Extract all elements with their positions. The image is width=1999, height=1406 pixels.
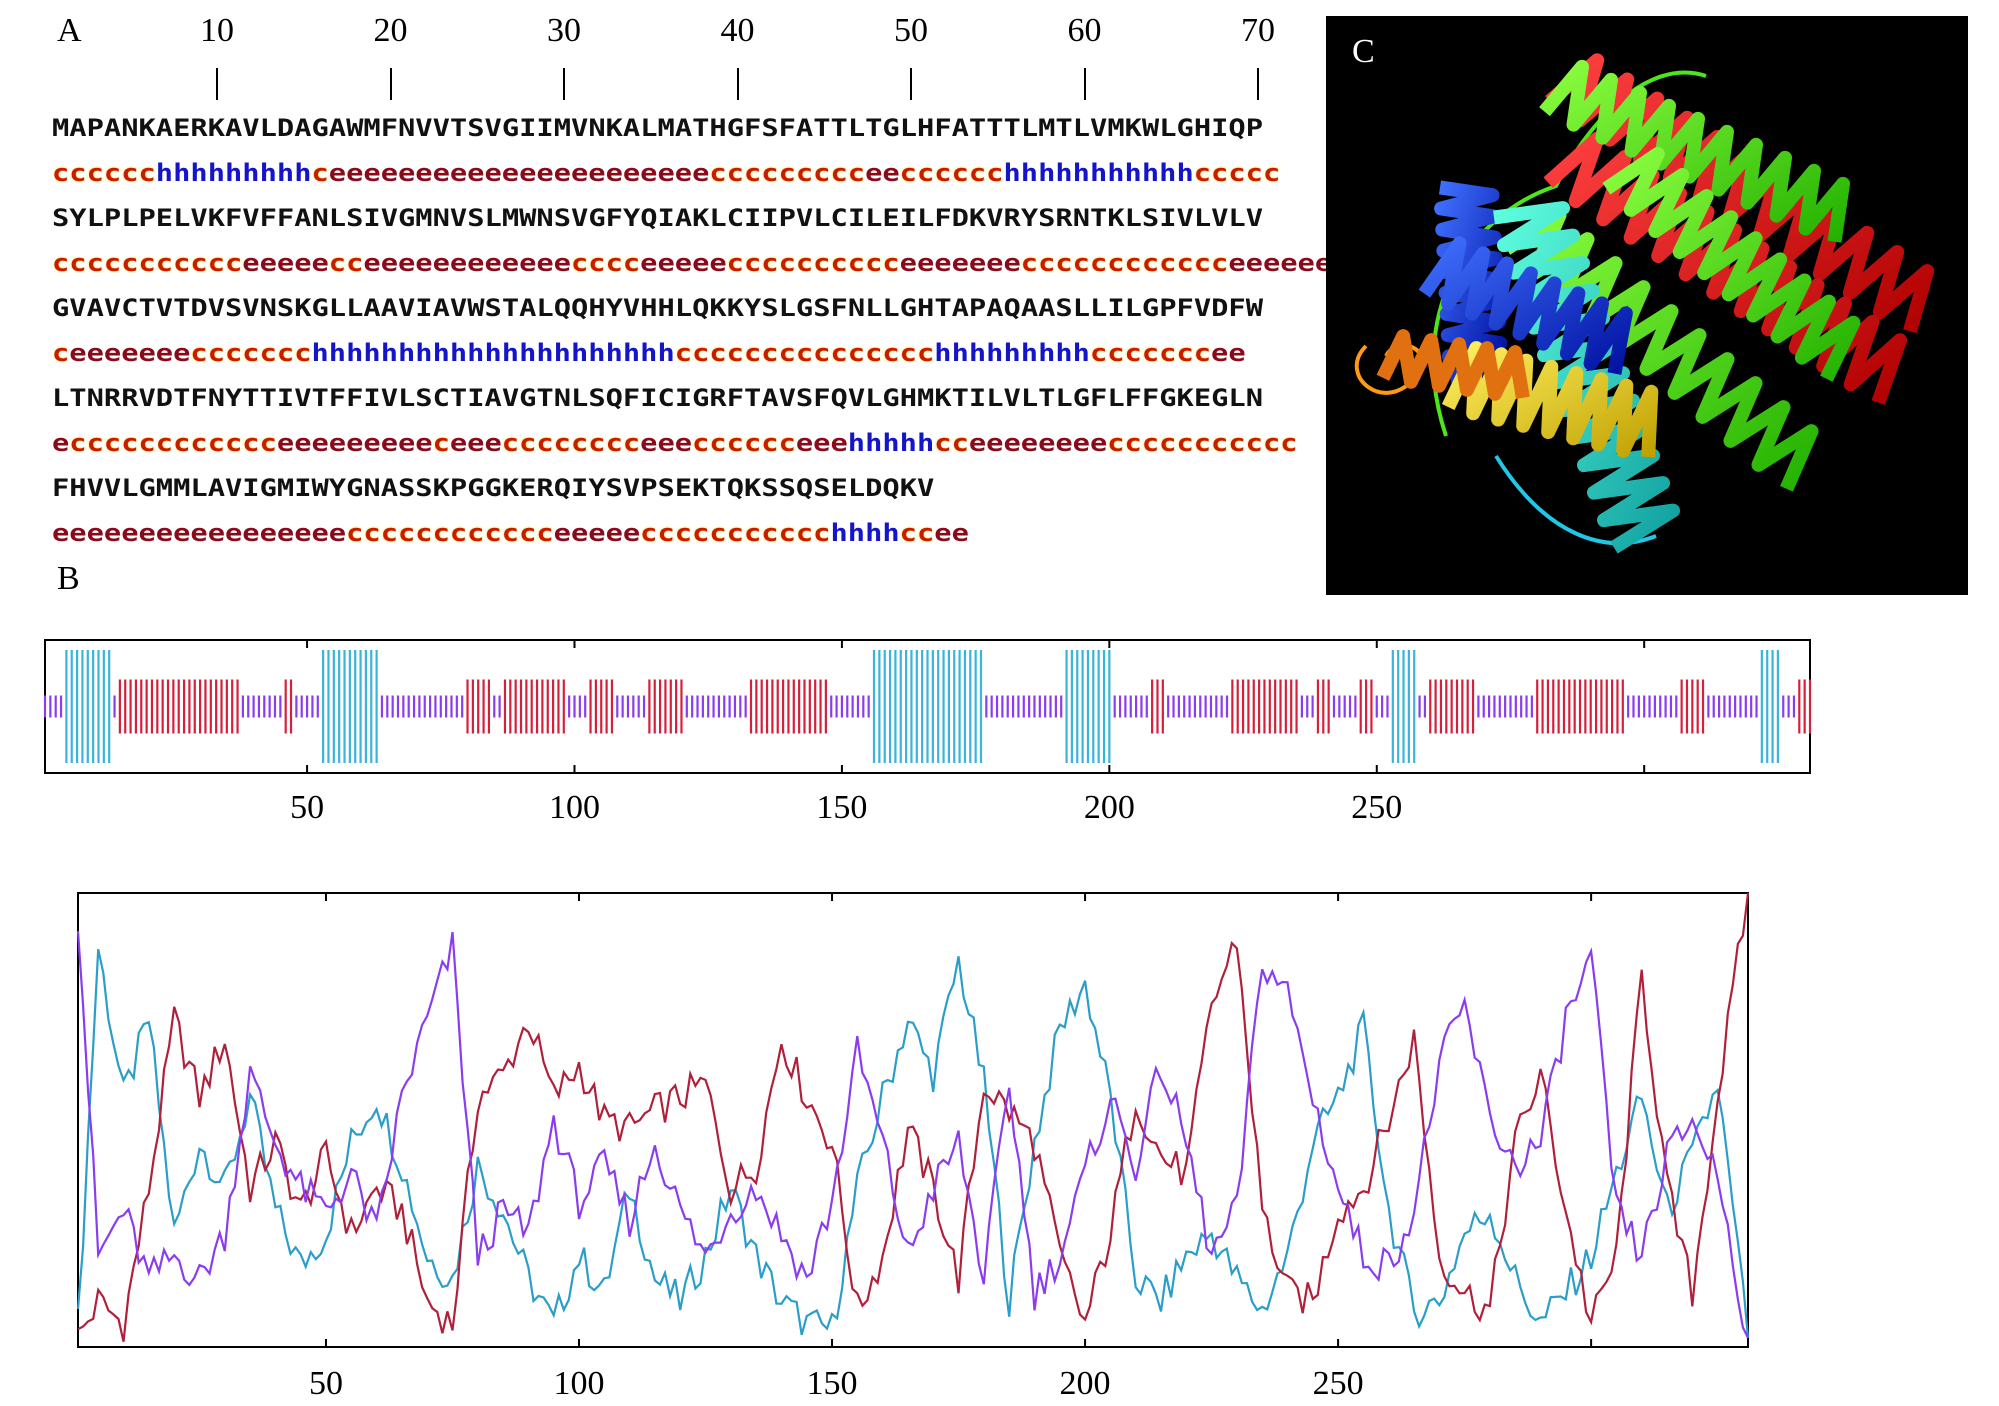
bar-track-tick-label: 150 — [816, 789, 867, 826]
probability-series-line — [76, 948, 1750, 1338]
panel-label-a: A — [57, 12, 82, 49]
ruler-tick — [216, 68, 218, 100]
secondary-structure-row: ceeeeeeeccccccchhhhhhhhhhhhhhhhhhhhhcccc… — [52, 338, 1246, 367]
helix-ribbon — [1376, 329, 1530, 401]
ruler-tick — [1083, 68, 1086, 100]
ruler-tick — [910, 68, 912, 100]
ruler-tick — [1257, 68, 1259, 100]
ruler-label: 30 — [547, 12, 581, 49]
sequence-row: LTNRRVDTFNYTTIVTFFIVLSCTIAVGTNLSQFICIGRF… — [52, 383, 1264, 412]
secondary-structure-row: eeeeeeeeeeeeeeeeecccccccccccceeeeecccccc… — [52, 518, 969, 547]
line-plot-tick-label: 200 — [1060, 1365, 1111, 1402]
bar-track-tick-label: 100 — [549, 789, 600, 826]
line-plot-tick-label: 50 — [309, 1365, 343, 1402]
sequence-row: FHVVLGMMLAVIGMIWYGNASSKPGGKERQIYSVPSEKTQ… — [52, 473, 935, 502]
ruler-label: 70 — [1241, 12, 1275, 49]
ruler-tick — [389, 68, 392, 100]
helix-ribbon — [1543, 131, 1907, 405]
ruler-label: 20 — [373, 12, 408, 49]
secondary-structure-row: cccccchhhhhhhhhceeeeeeeeeeeeeeeeeeeeeecc… — [52, 158, 1281, 187]
ruler-label: 60 — [1067, 12, 1102, 49]
ruler-tick — [736, 68, 739, 100]
bar-track-tick-label: 50 — [290, 789, 324, 826]
line-plot-tick-label: 250 — [1313, 1365, 1364, 1402]
secondary-structure-row: ecccccccccccceeeeeeeeeceeecccccccceeeccc… — [52, 428, 1298, 457]
sequence-ruler: 10 20 30 40 50 60 70 — [0, 12, 1300, 102]
ruler-label: 10 — [200, 12, 234, 49]
helix-ribbon — [1602, 146, 1861, 382]
loop-ribbon — [1494, 454, 1657, 546]
helix-ribbon — [1418, 236, 1633, 375]
ruler-label: 40 — [720, 12, 755, 49]
protein-structure-panel: C — [1326, 16, 1968, 595]
sequence-row: MAPANKAERKAVLDAGAWMFNVVTSVGIIMVNKALMATHG… — [52, 113, 1264, 142]
sequence-row: SYLPLPELVKFVFFANLSIVGMNVSLMWNSVGFYQIAKLC… — [52, 203, 1264, 232]
probability-series-line — [76, 931, 1749, 1339]
protein-ribbon-image: C — [1352, 33, 1935, 554]
line-plot-frame — [77, 892, 1749, 1348]
ruler-label: 50 — [894, 12, 928, 49]
line-plot-tick-label: 100 — [554, 1365, 605, 1402]
bar-track-tick-label: 250 — [1351, 789, 1402, 826]
line-plot-tick-label: 150 — [807, 1365, 858, 1402]
ruler-tick — [563, 68, 565, 100]
panel-label-c: C — [1352, 33, 1375, 70]
sequence-row: GVAVCTVTDVSVNSKGLLAAVIAVWSTALQQHYVHHLQKK… — [52, 293, 1264, 322]
bar-track-tick-label: 200 — [1084, 789, 1135, 826]
secondary-structure-row: ccccccccccceeeeecceeeeeeeeeeeecccceeeeec… — [52, 248, 1349, 277]
probability-series-line — [77, 892, 1750, 1342]
panel-label-b: B — [57, 560, 80, 597]
helix-ribbon — [1539, 59, 1850, 243]
